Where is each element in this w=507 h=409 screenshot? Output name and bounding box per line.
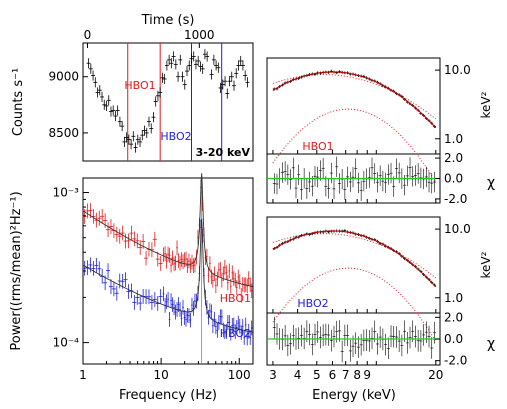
lightcurve-panel: 0 1000 8500 9000 Time (s) Counts s⁻¹ 3-20 k… <box>11 13 254 162</box>
spectrum-hbo2-ytick-label: 10.0 <box>444 222 471 236</box>
pds-xtick-label: 10 <box>153 368 168 382</box>
spectrum-hbo2-marks: 10.0 1.0 2.0 0.0 -2.0 3 4 5 6 7 8 9 20 <box>267 222 471 382</box>
spectrum-xtick-label: 5 <box>313 368 321 382</box>
residual-hbo2-ylabel: χ <box>487 336 495 352</box>
interval-label-hbo2: HBO2 <box>160 130 191 143</box>
spectrum-hbo2-ylabel: keV² <box>479 251 493 278</box>
spectrum-xtick-label: 6 <box>329 368 337 382</box>
pds-panel: 1 10 100 10⁻³ 10⁻⁴ Frequency (Hz) Power((rms… <box>9 173 254 403</box>
spectrum-xtick-label: 9 <box>363 368 371 382</box>
residual-hbo1-ytick-label: 2.0 <box>444 151 463 165</box>
lightcurve-xtick-label: 1000 <box>184 28 215 42</box>
spectrum-xtick-label: 3 <box>269 368 277 382</box>
spectrum-hbo1-frame <box>266 57 441 155</box>
residual-hbo2-ytick-label: 0.0 <box>444 332 463 346</box>
spectrum-xlabel: Energy (keV) <box>312 388 396 403</box>
spectrum-hbo1-model <box>272 71 437 129</box>
pds-model-hbo2 <box>82 218 253 333</box>
pds-xtick-label: 1 <box>79 368 87 382</box>
spectrum-hbo1-component-1 <box>272 74 437 120</box>
spectrum-hbo2-label: HBO2 <box>297 297 328 310</box>
lightcurve-band-label: 3-20 keV <box>196 146 251 159</box>
pds-xlabel: Frequency (Hz) <box>119 388 217 403</box>
pds-series-label-hbo1: HBO1 <box>220 292 251 305</box>
spectrum-xtick-label: 7 <box>342 368 350 382</box>
pds-ytick-label: 10⁻³ <box>53 186 80 200</box>
lightcurve-frame <box>82 42 254 162</box>
spectrum-hbo1-panel: 10.0 1.0 2.0 0.0 -2.0 HBO1 keV² χ <box>266 57 495 206</box>
spectrum-hbo2-ytick-label: 1.0 <box>444 291 463 305</box>
pds-series-label-hbo2: HBO2 <box>220 327 251 340</box>
spectrum-hbo1-label: HBO1 <box>302 140 333 153</box>
spectrum-xtick-label: 8 <box>353 368 361 382</box>
residual-hbo1-ylabel: χ <box>487 175 495 191</box>
spectrum-hbo1-marks: 10.0 1.0 2.0 0.0 -2.0 <box>267 63 471 206</box>
lightcurve-ytick-label: 9000 <box>48 70 79 84</box>
spectrum-hbo1-component-2 <box>272 108 437 183</box>
pds-ytick-label: 10⁻⁴ <box>53 336 80 350</box>
residual-hbo1-ytick-label: -2.0 <box>444 192 467 206</box>
residual-hbo1-ytick-label: 0.0 <box>444 172 463 186</box>
interval-label-hbo1: HBO1 <box>124 79 155 92</box>
spectrum-hbo1-ytick-label: 10.0 <box>444 63 471 77</box>
spectrum-hbo1-ylabel: keV² <box>479 91 493 118</box>
lightcurve-ylabel: Counts s⁻¹ <box>11 68 26 136</box>
pds-model-hbo1 <box>82 173 253 287</box>
pds-ylabel: Power((rms/mean)²Hz⁻¹) <box>9 191 24 350</box>
spectrum-xtick-label: 20 <box>428 368 443 382</box>
lightcurve-xtick-label: 0 <box>84 28 92 42</box>
pds-marks: 1 10 100 10⁻³ 10⁻⁴ <box>53 173 253 382</box>
lightcurve-xlabel: Time (s) <box>141 13 195 28</box>
residual-hbo2-ytick-label: 2.0 <box>444 310 463 324</box>
spectrum-xtick-label: 4 <box>294 368 302 382</box>
lightcurve-marks: 0 1000 8500 9000 <box>48 28 250 161</box>
spectrum-hbo2-component-2 <box>272 267 437 342</box>
spectrum-hbo2-component-1 <box>272 233 437 279</box>
pds-xtick-label: 100 <box>228 368 251 382</box>
lightcurve-ytick-label: 8500 <box>48 126 79 140</box>
spectrum-hbo1-ytick-label: 1.0 <box>444 132 463 146</box>
spectrum-hbo2-model <box>272 230 437 288</box>
residual-hbo2-ytick-label: -2.0 <box>444 354 467 368</box>
spectrum-hbo2-panel: 10.0 1.0 2.0 0.0 -2.0 3 4 5 6 7 8 9 20 HBO2 keV² χ E… <box>266 216 495 403</box>
